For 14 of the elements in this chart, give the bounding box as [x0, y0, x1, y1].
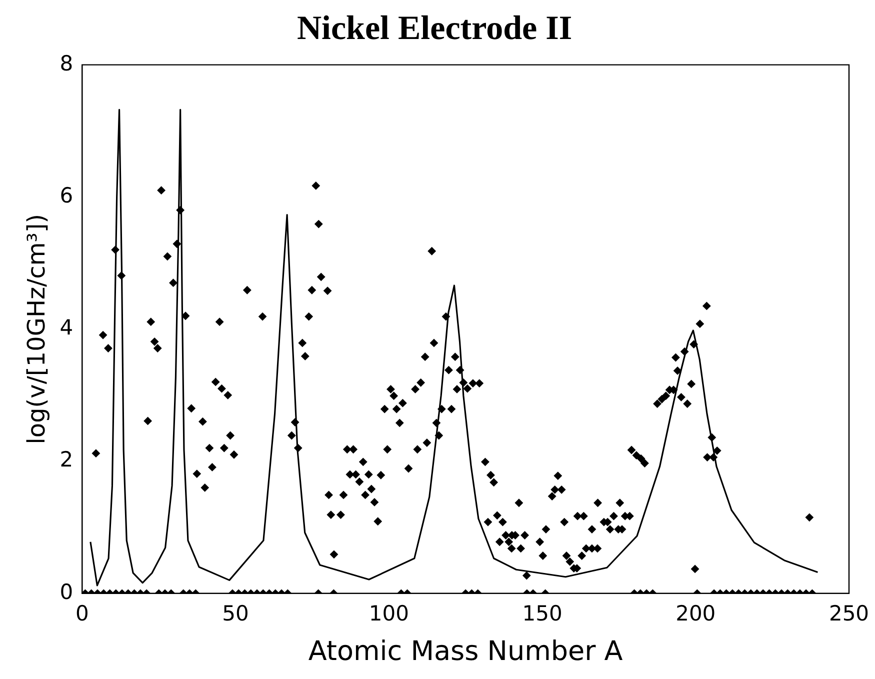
y-tick-label: 8 [60, 51, 74, 76]
x-tick-label: 250 [828, 601, 870, 626]
y-tick-label: 2 [60, 448, 74, 472]
y-tick-label: 0 [60, 580, 74, 604]
x-axis-title: Atomic Mass Number A [308, 636, 624, 667]
x-tick-label: 150 [522, 601, 562, 626]
chart-title: Nickel Electrode II [296, 10, 572, 48]
x-tick-label: 200 [676, 601, 716, 626]
y-tick-label: 4 [60, 316, 74, 340]
y-tick-label: 6 [60, 183, 74, 208]
x-tick-label: 0 [75, 601, 89, 626]
x-tick-label: 50 [222, 601, 249, 626]
x-tick-label: 100 [368, 601, 409, 626]
y-axis-title: log(v/[10GHz/cm³]) [22, 214, 51, 444]
